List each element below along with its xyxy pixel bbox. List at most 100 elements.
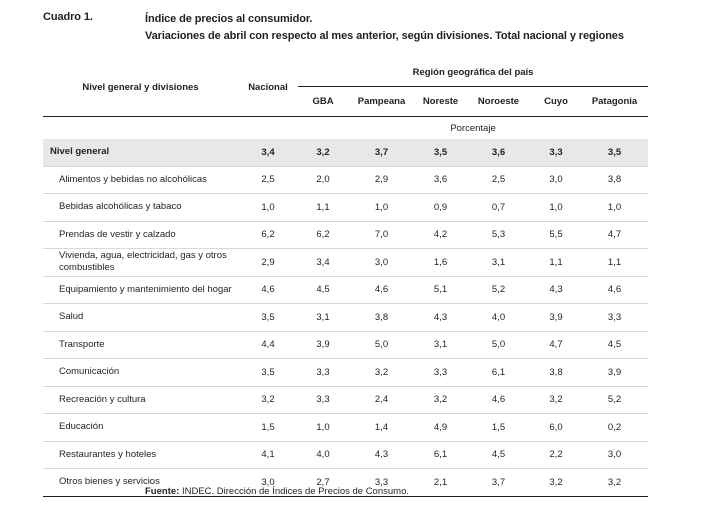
value-gba: 3,9 <box>298 330 348 359</box>
value-nacional: 2,9 <box>238 248 298 276</box>
row-label: Restaurantes y hoteles <box>43 440 238 469</box>
value-gba: 3,2 <box>298 139 348 166</box>
value-noroeste: 3,7 <box>466 468 531 497</box>
value-nacional: 3,2 <box>238 385 298 414</box>
value-gba: 4,5 <box>298 275 348 304</box>
value-pampeana: 7,0 <box>348 220 415 249</box>
value-gba: 6,2 <box>298 220 348 249</box>
value-cuyo: 1,0 <box>531 193 581 221</box>
value-nacional: 3,0 <box>238 468 298 497</box>
value-cuyo: 3,8 <box>531 358 581 386</box>
row-label: Recreación y cultura <box>43 385 238 414</box>
source-label: Fuente: <box>145 486 180 497</box>
value-noroeste: 3,1 <box>466 248 531 276</box>
value-pampeana: 3,8 <box>348 303 415 331</box>
value-gba: 3,1 <box>298 303 348 331</box>
table-title-line-2: Variaciones de abril con respecto al mes… <box>145 30 624 42</box>
table-row: Prendas de vestir y calzado 6,2 6,2 7,0 4,2 5… <box>43 220 649 249</box>
value-nacional: 6,2 <box>238 220 298 249</box>
value-cuyo: 4,3 <box>531 275 581 304</box>
row-label: Vivienda, agua, electricidad, gas y otro… <box>43 248 238 276</box>
value-gba: 3,3 <box>298 358 348 386</box>
table-row: Restaurantes y hoteles 4,1 4,0 4,3 6,1 4,5 2,2… <box>43 440 649 469</box>
table-row: Otros bienes y servicios 3,0 2,7 3,3 2,1 3,7 3… <box>43 468 649 497</box>
value-patagonia: 1,1 <box>581 248 649 276</box>
value-noreste: 1,6 <box>415 248 466 276</box>
header-divisions: Nivel general y divisiones <box>43 58 238 117</box>
value-nacional: 1,0 <box>238 193 298 221</box>
table-row: Bebidas alcohólicas y tabaco 1,0 1,1 1,0 0,9… <box>43 193 649 221</box>
price-index-table: Nivel general y divisiones Nacional Regi… <box>43 58 649 497</box>
table-title-line-1: Índice de precios al consumidor. <box>145 13 313 25</box>
value-nacional: 4,6 <box>238 275 298 304</box>
header-region-gba: GBA <box>298 86 348 117</box>
value-pampeana: 1,4 <box>348 413 415 441</box>
value-noroeste: 5,0 <box>466 330 531 359</box>
value-nacional: 3,4 <box>238 139 298 166</box>
value-patagonia: 5,2 <box>581 385 649 414</box>
value-noreste: 4,9 <box>415 413 466 441</box>
table-row: Vivienda, agua, electricidad, gas y otro… <box>43 248 649 276</box>
row-label: Transporte <box>43 330 238 359</box>
value-pampeana: 4,3 <box>348 440 415 469</box>
value-patagonia: 3,5 <box>581 139 649 166</box>
value-patagonia: 3,0 <box>581 440 649 469</box>
table-row: Equipamiento y mantenimiento del hogar 4,… <box>43 275 649 304</box>
value-pampeana: 4,6 <box>348 275 415 304</box>
value-patagonia: 4,7 <box>581 220 649 249</box>
value-cuyo: 4,7 <box>531 330 581 359</box>
value-cuyo: 3,3 <box>531 139 581 166</box>
value-cuyo: 2,2 <box>531 440 581 469</box>
value-pampeana: 3,2 <box>348 358 415 386</box>
value-cuyo: 3,2 <box>531 385 581 414</box>
value-noroeste: 1,5 <box>466 413 531 441</box>
value-noreste: 5,1 <box>415 275 466 304</box>
row-label: Prendas de vestir y calzado <box>43 220 238 249</box>
source-text: INDEC. Dirección de Índices de Precios d… <box>181 486 409 497</box>
row-label: Comunicación <box>43 358 238 386</box>
table-row: Educación 1,5 1,0 1,4 4,9 1,5 6,0 0,2 <box>43 413 649 441</box>
value-nacional: 4,4 <box>238 330 298 359</box>
row-label: Equipamiento y mantenimiento del hogar <box>43 275 238 304</box>
unit-label: Porcentaje <box>450 122 496 134</box>
header-region-pampeana: Pampeana <box>348 86 415 117</box>
value-nacional: 3,5 <box>238 303 298 331</box>
value-nacional: 3,5 <box>238 358 298 386</box>
header-region-noroeste: Noroeste <box>466 86 531 117</box>
header-nacional: Nacional <box>238 58 298 117</box>
table-row: Recreación y cultura 3,2 3,3 2,4 3,2 4,6 3,2 5,… <box>43 385 649 414</box>
value-pampeana: 3,7 <box>348 139 415 166</box>
value-gba: 4,0 <box>298 440 348 469</box>
value-noroeste: 4,5 <box>466 440 531 469</box>
header-region-group: Región geográfica del país <box>412 66 534 78</box>
header-region-noreste: Noreste <box>415 86 466 117</box>
table-row: Salud 3,5 3,1 3,8 4,3 4,0 3,9 3,3 <box>43 303 649 331</box>
value-noreste: 3,3 <box>415 358 466 386</box>
value-noreste: 4,3 <box>415 303 466 331</box>
value-noroeste: 5,2 <box>466 275 531 304</box>
value-noroeste: 4,6 <box>466 385 531 414</box>
value-noroeste: 0,7 <box>466 193 531 221</box>
row-label: Alimentos y bebidas no alcohólicas <box>43 165 238 194</box>
value-patagonia: 1,0 <box>581 193 649 221</box>
row-label: Nivel general <box>43 139 238 166</box>
value-noroeste: 2,5 <box>466 165 531 194</box>
value-patagonia: 3,3 <box>581 303 649 331</box>
value-patagonia: 3,2 <box>581 468 649 497</box>
row-label: Bebidas alcohólicas y tabaco <box>43 193 238 221</box>
value-patagonia: 4,6 <box>581 275 649 304</box>
value-noroeste: 6,1 <box>466 358 531 386</box>
value-patagonia: 3,9 <box>581 358 649 386</box>
value-nacional: 2,5 <box>238 165 298 194</box>
table-row: Comunicación 3,5 3,3 3,2 3,3 6,1 3,8 3,9 <box>43 358 649 386</box>
value-pampeana: 2,4 <box>348 385 415 414</box>
value-pampeana: 3,0 <box>348 248 415 276</box>
value-pampeana: 5,0 <box>348 330 415 359</box>
table-title: Índice de precios al consumidor. Variaci… <box>145 11 624 45</box>
value-noroeste: 4,0 <box>466 303 531 331</box>
row-label: Salud <box>43 303 238 331</box>
value-noroeste: 5,3 <box>466 220 531 249</box>
value-pampeana: 3,3 <box>348 468 415 497</box>
value-cuyo: 1,1 <box>531 248 581 276</box>
value-gba: 2,7 <box>298 468 348 497</box>
